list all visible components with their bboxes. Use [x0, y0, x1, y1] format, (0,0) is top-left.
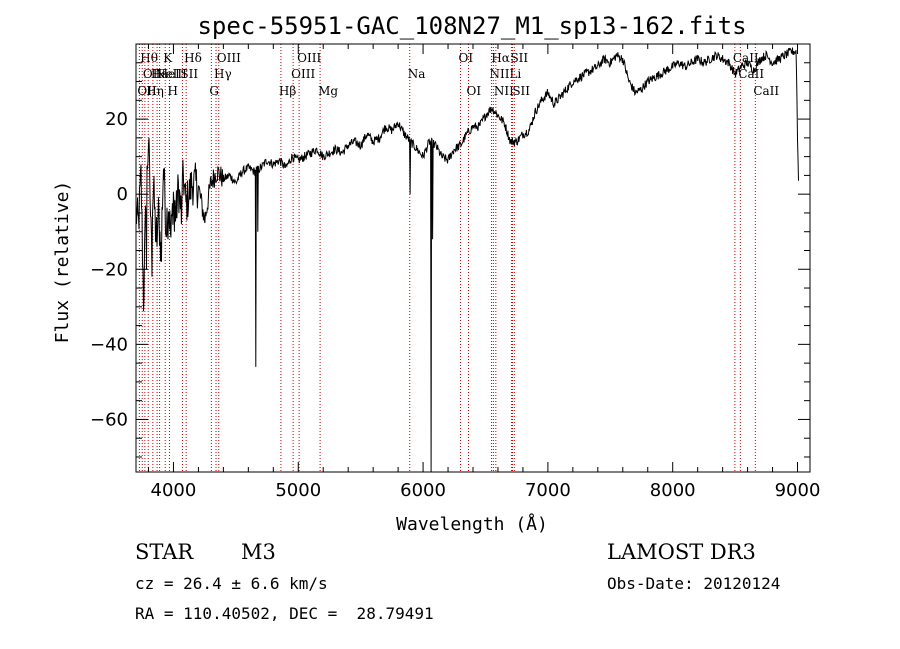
line-marker-label: H: [167, 84, 177, 98]
x-tick-label: 5000: [275, 480, 321, 501]
line-marker-label: Na: [408, 67, 426, 81]
object-subclass: M3: [241, 540, 276, 564]
line-marker-label: HeI: [158, 67, 181, 81]
x-tick-label: 4000: [151, 480, 197, 501]
y-tick-label: −20: [90, 259, 128, 280]
line-marker-label: CaII: [753, 84, 779, 98]
line-marker-label: Hα: [491, 51, 510, 65]
x-axis-ticks: 4000 5000 6000 7000 8000 9000: [147, 44, 821, 501]
x-tick-label: 8000: [650, 480, 696, 501]
y-tick-label: −60: [90, 409, 128, 430]
line-marker-label: OII: [137, 84, 157, 98]
x-axis-label: Wavelength (Å): [396, 513, 548, 535]
line-marker-label: OIII: [297, 51, 321, 65]
line-marker-label: Hδ: [184, 51, 202, 65]
y-tick-label: 20: [105, 109, 128, 130]
line-marker-label: OIII: [217, 51, 241, 65]
line-marker-label: OIII: [291, 67, 315, 81]
line-marker-label: OI: [467, 84, 482, 98]
line-marker-label: SII: [510, 51, 528, 65]
line-marker-label: NII: [489, 67, 509, 81]
x-tick-label: 7000: [525, 480, 571, 501]
x-tick-label: 9000: [775, 480, 821, 501]
y-tick-label: −40: [90, 334, 128, 355]
line-marker-label: Hθ: [140, 51, 158, 65]
line-marker-label: Li: [509, 67, 521, 81]
line-marker-label: CaII: [733, 51, 759, 65]
line-marker-label: OI: [459, 51, 474, 65]
line-marker-label: SII: [512, 84, 530, 98]
line-marker-label: SII: [180, 67, 198, 81]
line-marker-label: Hγ: [214, 67, 232, 81]
spectrum-line: [135, 47, 799, 473]
line-marker-label: Hβ: [279, 84, 296, 98]
line-marker-label: K: [163, 51, 173, 65]
line-marker-label: G: [209, 84, 219, 98]
coordinates: RA = 110.40502, DEC = 28.79491: [135, 604, 434, 623]
chart-title: spec-55951-GAC_108N27_M1_sp13-162.fits: [197, 12, 746, 40]
survey-name: LAMOST DR3: [607, 540, 756, 564]
spectral-line-markers: OIIHθOIIHηHεNeIIIHeIKHSIIHδGHγOIIIHβOIII…: [137, 44, 779, 472]
y-axis-label: Flux (relative): [52, 181, 73, 344]
redshift-velocity: cz = 26.4 ± 6.6 km/s: [135, 574, 328, 593]
plot-area: [135, 47, 799, 473]
line-marker-label: NeIII: [155, 67, 187, 81]
line-marker-label: NII: [494, 84, 514, 98]
line-marker-label: CaII: [738, 67, 764, 81]
line-marker-label: Hη: [146, 84, 164, 98]
y-tick-label: 0: [117, 184, 128, 205]
x-tick-label: 6000: [400, 480, 446, 501]
y-axis-ticks: −60 −40 −20 0 20: [90, 62, 810, 458]
observation-date: Obs-Date: 20120124: [607, 574, 781, 593]
plot-frame: [135, 43, 811, 473]
line-marker-label: Mg: [318, 84, 338, 98]
object-class: STAR: [135, 540, 194, 564]
